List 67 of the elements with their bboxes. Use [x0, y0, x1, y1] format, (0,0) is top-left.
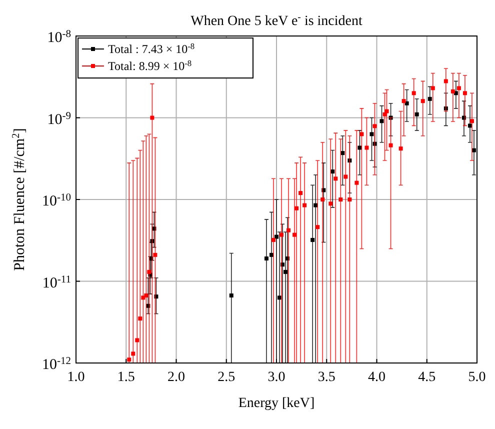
x-tick-label: 1.0 [67, 370, 85, 385]
point [402, 99, 406, 104]
point [127, 358, 132, 362]
legend-label: Total : 7.43 × 10$^{-8}$ [108, 42, 195, 56]
point [450, 89, 455, 94]
y-tick-label: 10$^{-12}$ [42, 356, 71, 373]
point [444, 79, 448, 84]
point [147, 270, 152, 274]
point [264, 256, 268, 260]
x-tick-label: 3.0 [268, 370, 286, 385]
point [298, 191, 303, 196]
x-axis-title: Energy [keV] [238, 396, 315, 411]
point [462, 91, 467, 96]
point [414, 112, 419, 116]
point [398, 146, 403, 151]
point [354, 180, 359, 185]
y-tick-label: 10$^{-10}$ [42, 192, 71, 210]
point [428, 96, 432, 101]
point [348, 198, 352, 202]
point [131, 352, 136, 356]
y-tick-label: 10$^{-11}$ [42, 274, 71, 292]
point [420, 99, 425, 104]
point [284, 270, 288, 274]
point [150, 116, 154, 120]
y-tick-label: 10$^{-9}$ [47, 110, 71, 128]
point [328, 202, 333, 206]
point [144, 293, 148, 298]
point [320, 198, 325, 202]
chart-title: When One 5 keV e$^{-}$ is incident [190, 12, 362, 29]
x-tick-label: 4.5 [418, 370, 436, 385]
point [370, 132, 374, 136]
point [372, 124, 377, 128]
point [135, 338, 140, 342]
point [338, 198, 343, 202]
point [294, 206, 299, 210]
point [388, 143, 393, 148]
x-tick-label: 2.0 [168, 370, 185, 385]
point [360, 132, 364, 136]
point [384, 109, 389, 114]
point [310, 238, 315, 242]
x-tick-label: 4.0 [368, 370, 386, 385]
point [364, 146, 369, 150]
point [153, 252, 158, 257]
x-tick-label: 5.0 [468, 370, 486, 385]
point [229, 293, 234, 298]
y-tick-label: 10$^{-8}$ [47, 28, 71, 46]
point [280, 232, 284, 237]
point [412, 91, 416, 96]
point [274, 234, 278, 239]
legend-label: Total: 8.99 × 10$^{-8}$ [108, 58, 192, 73]
point [404, 101, 409, 106]
point [344, 174, 348, 179]
point [316, 225, 320, 230]
point [358, 146, 362, 150]
point [430, 86, 435, 90]
x-tick-label: 2.5 [218, 370, 236, 385]
x-tick-label: 1.5 [117, 370, 135, 385]
point [456, 86, 461, 90]
point [286, 228, 291, 232]
point [470, 119, 474, 124]
point [271, 238, 276, 242]
point [138, 316, 142, 321]
x-tick-label: 3.5 [318, 370, 336, 385]
point [380, 119, 384, 124]
point [292, 232, 297, 237]
point [334, 176, 338, 181]
point [302, 203, 307, 208]
